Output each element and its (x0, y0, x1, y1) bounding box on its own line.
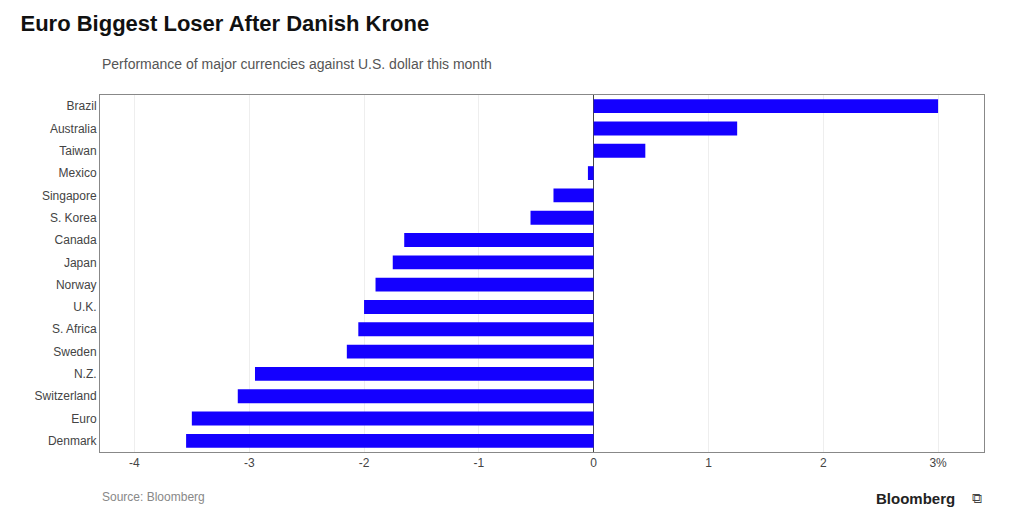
svg-text:-4: -4 (129, 456, 140, 470)
svg-text:0: 0 (590, 456, 597, 470)
svg-text:Japan: Japan (64, 256, 97, 270)
svg-text:Denmark: Denmark (48, 434, 98, 448)
svg-text:Canada: Canada (55, 233, 97, 247)
svg-text:N.Z.: N.Z. (74, 367, 97, 381)
svg-text:3%: 3% (929, 456, 947, 470)
svg-text:⧉: ⧉ (972, 490, 982, 506)
svg-text:S. Korea: S. Korea (50, 211, 97, 225)
svg-text:Performance of major currencie: Performance of major currencies against … (102, 56, 492, 72)
svg-text:-2: -2 (359, 456, 370, 470)
svg-text:Brazil: Brazil (67, 99, 97, 113)
svg-text:Source: Bloomberg: Source: Bloomberg (102, 490, 205, 504)
svg-text:-3: -3 (244, 456, 255, 470)
svg-text:Euro: Euro (71, 412, 97, 426)
svg-text:2: 2 (820, 456, 827, 470)
svg-text:Euro Biggest Loser After Danis: Euro Biggest Loser After Danish Krone (20, 11, 429, 36)
svg-text:Bloomberg: Bloomberg (876, 490, 955, 507)
svg-text:Mexico: Mexico (59, 166, 97, 180)
svg-text:S. Africa: S. Africa (52, 322, 97, 336)
svg-text:Australia: Australia (50, 122, 97, 136)
svg-text:Switzerland: Switzerland (35, 389, 97, 403)
svg-text:Taiwan: Taiwan (59, 144, 96, 158)
svg-text:Singapore: Singapore (42, 189, 97, 203)
svg-text:-1: -1 (474, 456, 485, 470)
svg-text:Sweden: Sweden (53, 345, 96, 359)
svg-text:U.K.: U.K. (73, 300, 96, 314)
svg-text:1: 1 (705, 456, 712, 470)
svg-text:Norway: Norway (56, 278, 97, 292)
